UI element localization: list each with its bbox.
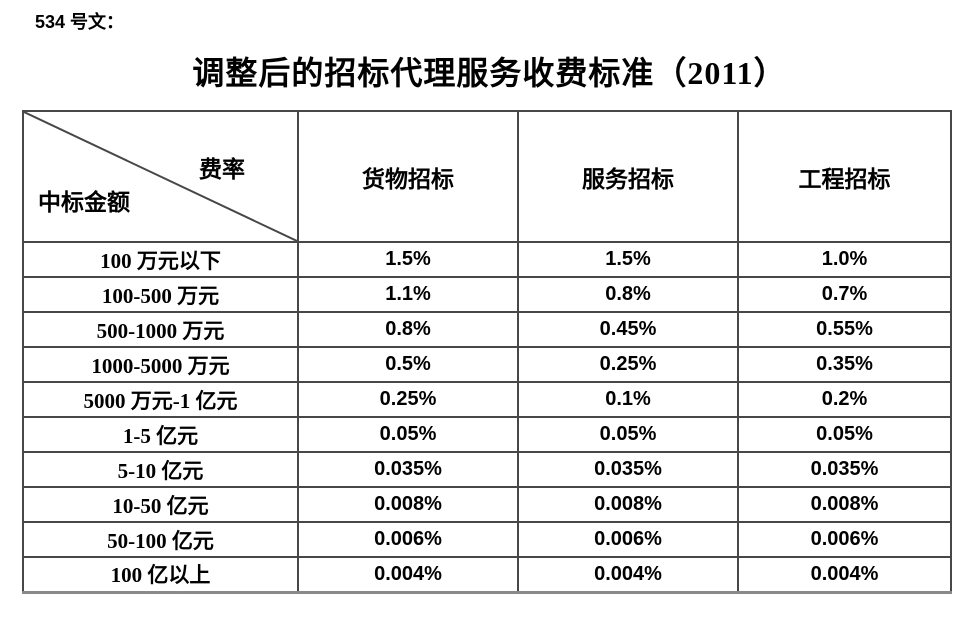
- service-rate-cell: 1.5%: [517, 241, 739, 278]
- service-rate-cell: 0.8%: [517, 276, 739, 313]
- column-header-engineering-bidding: 工程招标: [737, 110, 952, 243]
- engineering-rate-cell: 0.035%: [737, 451, 952, 488]
- service-rate-cell: 0.25%: [517, 346, 739, 383]
- goods-rate-cell: 0.25%: [297, 381, 519, 418]
- amount-range-cell: 500-1000 万元: [22, 311, 299, 348]
- amount-range-cell: 100-500 万元: [22, 276, 299, 313]
- table-row: 5-10 亿元 0.035% 0.035% 0.035%: [22, 451, 952, 488]
- column-header-service-bidding: 服务招标: [517, 110, 739, 243]
- goods-rate-cell: 0.006%: [297, 521, 519, 558]
- goods-rate-cell: 0.5%: [297, 346, 519, 383]
- goods-rate-cell: 0.035%: [297, 451, 519, 488]
- service-rate-cell: 0.1%: [517, 381, 739, 418]
- goods-rate-cell: 1.1%: [297, 276, 519, 313]
- page-title: 调整后的招标代理服务收费标准（2011）: [192, 55, 787, 91]
- amount-range-cell: 1-5 亿元: [22, 416, 299, 453]
- table-row: 100-500 万元 1.1% 0.8% 0.7%: [22, 276, 952, 313]
- engineering-rate-cell: 0.7%: [737, 276, 952, 313]
- service-rate-cell: 0.006%: [517, 521, 739, 558]
- header-row: 费率 中标金额 货物招标 服务招标 工程招标: [22, 110, 952, 243]
- amount-range-cell: 5-10 亿元: [22, 451, 299, 488]
- engineering-rate-cell: 0.006%: [737, 521, 952, 558]
- table-row: 5000 万元-1 亿元 0.25% 0.1% 0.2%: [22, 381, 952, 418]
- table-row: 500-1000 万元 0.8% 0.45% 0.55%: [22, 311, 952, 348]
- service-rate-cell: 0.008%: [517, 486, 739, 523]
- table-row: 10-50 亿元 0.008% 0.008% 0.008%: [22, 486, 952, 523]
- engineering-rate-cell: 0.55%: [737, 311, 952, 348]
- engineering-rate-cell: 0.2%: [737, 381, 952, 418]
- goods-rate-cell: 0.05%: [297, 416, 519, 453]
- diagonal-divider-line: [24, 112, 297, 241]
- engineering-rate-cell: 0.004%: [737, 556, 952, 594]
- amount-range-cell: 100 万元以下: [22, 241, 299, 278]
- amount-range-cell: 5000 万元-1 亿元: [22, 381, 299, 418]
- table-row: 1000-5000 万元 0.5% 0.25% 0.35%: [22, 346, 952, 383]
- service-rate-cell: 0.035%: [517, 451, 739, 488]
- table-row: 1-5 亿元 0.05% 0.05% 0.05%: [22, 416, 952, 453]
- table-row: 50-100 亿元 0.006% 0.006% 0.006%: [22, 521, 952, 558]
- goods-rate-cell: 0.004%: [297, 556, 519, 594]
- amount-range-cell: 1000-5000 万元: [22, 346, 299, 383]
- bid-amount-axis-label: 中标金额: [38, 190, 130, 215]
- doc-number-label: 534 号文：: [35, 12, 125, 32]
- goods-rate-cell: 0.008%: [297, 486, 519, 523]
- engineering-rate-cell: 0.35%: [737, 346, 952, 383]
- service-rate-cell: 0.004%: [517, 556, 739, 594]
- engineering-rate-cell: 0.008%: [737, 486, 952, 523]
- diagonal-header-cell: 费率 中标金额: [22, 110, 299, 243]
- amount-range-cell: 10-50 亿元: [22, 486, 299, 523]
- amount-range-cell: 50-100 亿元: [22, 521, 299, 558]
- engineering-rate-cell: 0.05%: [737, 416, 952, 453]
- goods-rate-cell: 1.5%: [297, 241, 519, 278]
- table-row: 100 亿以上 0.004% 0.004% 0.004%: [22, 556, 952, 594]
- fee-table: 费率 中标金额 货物招标 服务招标 工程招标 100 万元以下 1.5% 1.5…: [22, 110, 952, 594]
- table-row: 100 万元以下 1.5% 1.5% 1.0%: [22, 241, 952, 278]
- amount-range-cell: 100 亿以上: [22, 556, 299, 594]
- goods-rate-cell: 0.8%: [297, 311, 519, 348]
- column-header-goods-bidding: 货物招标: [297, 110, 519, 243]
- service-rate-cell: 0.45%: [517, 311, 739, 348]
- fee-table-body: 100 万元以下 1.5% 1.5% 1.0% 100-500 万元 1.1% …: [22, 241, 952, 594]
- service-rate-cell: 0.05%: [517, 416, 739, 453]
- engineering-rate-cell: 1.0%: [737, 241, 952, 278]
- fee-rate-axis-label: 费率: [199, 157, 245, 182]
